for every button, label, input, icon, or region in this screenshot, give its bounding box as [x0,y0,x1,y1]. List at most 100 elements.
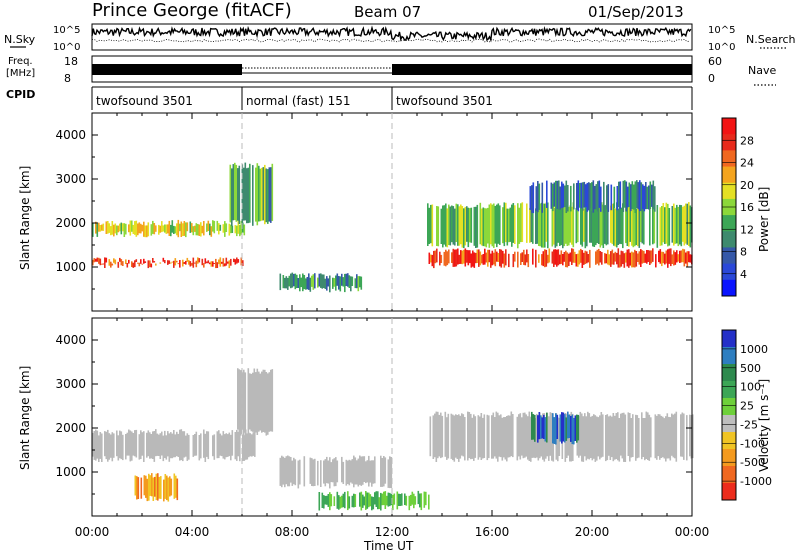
data-cell [111,221,114,235]
data-cell [302,273,304,292]
data-cell [216,262,219,268]
data-cell [445,249,447,267]
data-cell [335,275,337,291]
data-cell [446,251,449,266]
data-cell [140,259,142,264]
data-cell [107,221,109,234]
data-cell [555,180,557,209]
data-cell [437,206,440,247]
data-cell [329,492,331,511]
data-cell [267,169,269,224]
data-cell [516,416,519,461]
data-cell [662,416,664,458]
data-cell [430,254,432,263]
data-cell [485,208,488,248]
data-cell [138,222,141,234]
data-cell [649,250,651,265]
data-cell [674,413,676,459]
data-cell [327,460,330,484]
power-data [92,162,693,293]
data-cell [622,180,625,212]
data-cell [356,460,358,485]
data-cell [92,259,94,266]
y-tick-label: 1000 [55,260,86,274]
y-tick-label: 2000 [55,421,86,435]
data-cell [481,254,483,264]
data-cell [428,494,430,510]
data-cell [496,251,498,262]
data-cell [209,223,211,236]
data-cell [95,258,97,262]
data-cell [384,491,387,509]
data-cell [448,249,450,264]
data-cell [512,203,515,243]
data-cell [229,164,232,223]
data-cell [589,204,591,243]
data-cell [636,415,639,459]
data-cell [503,253,506,268]
data-cell [138,434,141,460]
colorbar-tick-label: -25 [740,418,758,431]
data-cell [680,414,682,457]
data-cell [329,275,331,293]
data-cell [170,432,172,459]
power-axes: 1000 2000 3000 4000 [55,113,693,311]
data-cell [526,249,528,263]
data-cell [318,492,321,511]
data-cell [378,497,381,510]
data-cell [669,417,672,461]
data-cell [351,495,354,508]
data-cell [333,458,336,487]
data-cell [629,413,631,462]
data-cell [470,207,473,243]
data-cell [225,223,228,232]
data-cell [683,413,685,460]
data-cell [317,277,319,288]
data-cell [336,460,339,483]
data-cell [360,491,363,511]
data-cell [469,208,471,243]
data-cell [520,253,522,265]
data-cell [451,205,453,243]
data-cell [454,208,456,246]
data-cell [348,459,351,486]
data-cell [551,412,553,461]
data-cell [221,261,223,264]
data-cell [294,273,297,290]
data-cell [627,186,629,208]
data-cell [333,496,336,506]
data-cell [461,413,463,456]
cpid-label: CPID [6,88,35,101]
data-cell [473,414,475,461]
data-cell [617,248,620,268]
data-cell [618,181,620,208]
data-cell [153,431,156,462]
data-cell [252,372,254,432]
data-cell [183,221,186,236]
data-cell [143,221,145,237]
data-cell [527,416,529,460]
data-cell [231,168,233,227]
data-cell [580,204,582,245]
data-cell [586,182,589,212]
data-cell [599,415,601,460]
data-cell [475,206,477,248]
data-cell [503,417,505,458]
data-cell [107,429,109,462]
cpid-segment-label: twofsound 3501 [96,94,193,108]
data-cell [577,208,579,243]
data-cell [556,414,559,439]
data-cell [458,414,460,462]
data-cell [320,460,322,487]
data-cell [434,250,437,264]
data-cell [282,275,285,289]
data-cell [167,224,169,234]
data-cell [475,252,477,264]
data-cell [149,260,151,268]
data-cell [357,458,360,487]
data-cell [185,435,187,457]
data-cell [582,182,584,211]
data-cell [565,205,567,244]
data-cell [490,253,492,268]
data-cell [509,415,511,458]
